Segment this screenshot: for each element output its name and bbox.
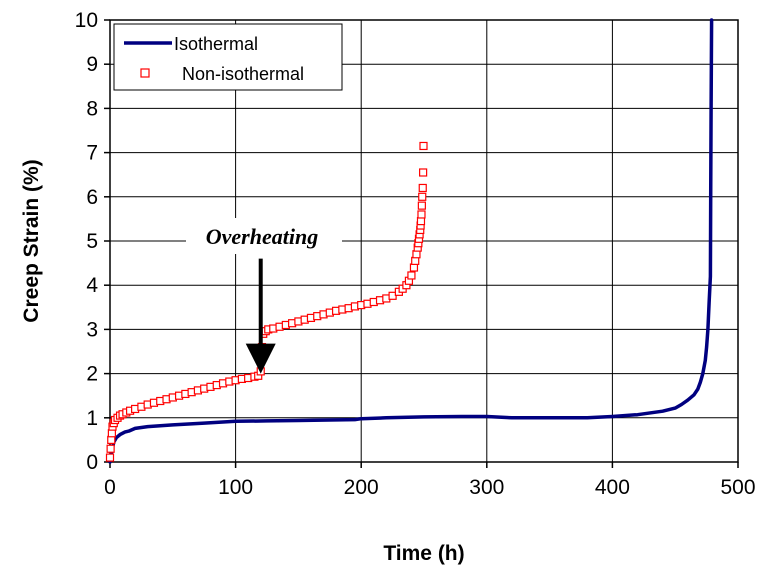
data-point <box>407 271 416 280</box>
series-line-isothermal <box>108 18 714 464</box>
x-axis-title: Time (h) <box>383 542 464 565</box>
annotation-arrow-head <box>245 343 276 374</box>
legend-label-non-isothermal: Non-isothermal <box>182 64 304 84</box>
y-tick-label: 1 <box>86 407 98 430</box>
y-tick-label: 5 <box>86 230 98 253</box>
y-tick-label: 3 <box>86 318 98 341</box>
y-tick-label: 2 <box>86 363 98 386</box>
annotation-label-background <box>186 218 342 254</box>
data-point <box>417 210 426 219</box>
y-tick-label: 7 <box>86 142 98 165</box>
x-tick-label: 200 <box>344 476 379 499</box>
legend-box <box>113 23 343 91</box>
data-point <box>411 256 420 265</box>
y-tick-label: 9 <box>86 53 98 76</box>
annotation-label: Overheating <box>206 224 318 249</box>
x-tick-label: 100 <box>218 476 253 499</box>
data-point <box>107 435 116 444</box>
data-point <box>105 453 115 462</box>
y-tick-label: 10 <box>75 9 98 32</box>
data-point <box>418 183 427 193</box>
data-point <box>417 201 426 210</box>
legend: Isothermal Non-isothermal <box>113 23 343 91</box>
y-tick-labels: 0 1 2 3 4 5 6 7 8 9 10 <box>75 9 99 474</box>
axis-ticks <box>104 19 739 468</box>
x-tick-labels: 0 100 200 300 400 500 <box>104 476 755 499</box>
series-markers-non-isothermal <box>105 141 428 462</box>
data-point <box>419 141 428 151</box>
x-tick-label: 400 <box>595 476 630 499</box>
legend-label-isothermal: Isothermal <box>174 34 258 54</box>
data-point <box>106 444 115 453</box>
annotation-overheating: Overheating <box>186 218 342 374</box>
y-tick-label: 4 <box>86 274 98 297</box>
data-point <box>419 168 428 177</box>
legend-swatch-non-isothermal <box>140 68 150 78</box>
data-point <box>418 192 427 201</box>
data-point <box>107 429 116 438</box>
x-tick-label: 300 <box>469 476 504 499</box>
y-tick-label: 8 <box>86 97 98 120</box>
x-tick-label: 500 <box>720 476 755 499</box>
data-point <box>412 250 421 259</box>
x-tick-label: 0 <box>104 476 116 499</box>
y-tick-label: 0 <box>86 451 98 474</box>
y-axis-title: Creep Strain (%) <box>20 159 43 322</box>
y-tick-label: 6 <box>86 186 98 209</box>
data-point <box>416 217 426 226</box>
data-point <box>409 263 419 272</box>
